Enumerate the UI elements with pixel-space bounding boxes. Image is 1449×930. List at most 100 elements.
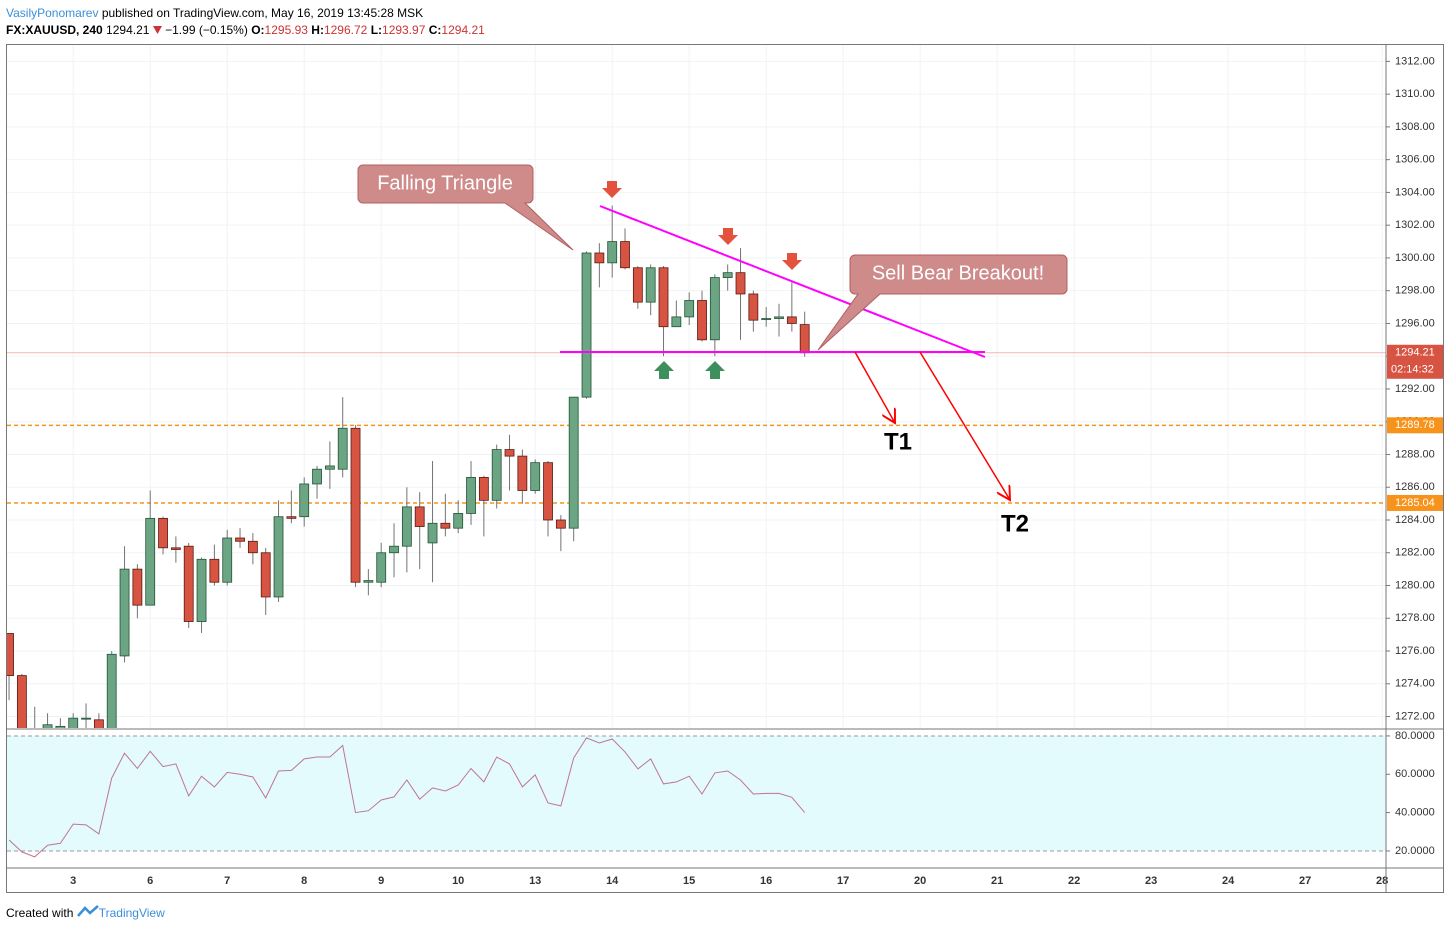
candle-body (440, 522, 451, 529)
footer-brand[interactable]: TradingView (98, 906, 165, 920)
published: published on TradingView.com, May 16, 20… (101, 6, 424, 20)
candle-body (93, 719, 104, 728)
down-icon (152, 26, 162, 34)
candle-body (260, 552, 271, 598)
candle-body (247, 540, 258, 554)
candle-body (530, 462, 541, 491)
h-label: H: (311, 23, 324, 37)
callout-text: Falling Triangle (377, 172, 513, 194)
y-tick-label: 1296.00 (1395, 317, 1435, 329)
x-tick-label: 28 (1376, 875, 1388, 887)
y-tick-label: 1280.00 (1395, 579, 1435, 591)
h-value: 1296.72 (323, 23, 368, 37)
countdown: 02:14:32 (1391, 364, 1434, 376)
candle-body (183, 545, 194, 622)
candle-body (453, 513, 464, 529)
top-markers (602, 181, 802, 270)
callout-text: Sell Bear Breakout! (872, 262, 1044, 284)
candle-body (145, 517, 156, 606)
y-tick-label: 60.0000 (1395, 768, 1435, 780)
o-value: 1295.93 (264, 23, 308, 37)
x-tick-label: 13 (529, 875, 541, 887)
l-value: 1293.97 (382, 23, 426, 37)
candle-body (170, 547, 181, 550)
target-label: T1 (884, 428, 912, 455)
y-tick-label: 80.0000 (1395, 730, 1435, 742)
candle-body (709, 277, 720, 341)
candle-body (658, 267, 669, 328)
candle-body (389, 545, 399, 554)
y-tick-label: 1298.00 (1395, 285, 1435, 297)
candle-body (273, 516, 284, 598)
y-tick-label: 20.0000 (1395, 845, 1435, 857)
header-line-1: VasilyPonomarev published on TradingView… (6, 5, 485, 22)
candle-body (722, 272, 733, 278)
candle-body (632, 267, 643, 303)
rsi-line (8, 737, 806, 858)
y-tick-label: 1286.00 (1395, 481, 1435, 493)
x-tick-label: 16 (760, 875, 772, 887)
bottom-markers (654, 361, 725, 379)
candle-body (350, 427, 361, 583)
candle-body (478, 477, 489, 501)
candle-body (697, 300, 707, 341)
candle-body (607, 241, 618, 264)
candle-body (786, 316, 797, 324)
l-label: L: (370, 23, 383, 37)
candle-body (376, 552, 387, 583)
callout-sell (817, 254, 1068, 351)
y-tick-label: 1302.00 (1395, 219, 1435, 231)
candle-body (209, 558, 220, 583)
c-label: C: (428, 23, 442, 37)
author[interactable]: VasilyPonomarev (6, 6, 99, 20)
symbol: FX:XAUUSD, 240 (6, 23, 103, 37)
candle-body (748, 293, 759, 321)
y-tick-label: 1292.00 (1395, 383, 1435, 395)
y-tick-label: 1278.00 (1395, 612, 1435, 624)
candle-body (594, 252, 605, 264)
y-tick-label: 1304.00 (1395, 186, 1435, 198)
candle-body (799, 324, 810, 354)
c-value: 1294.21 (441, 23, 485, 37)
y-tick-label: 1274.00 (1395, 678, 1435, 690)
candle-body (222, 537, 233, 583)
candle-body (68, 717, 79, 728)
last: 1294.21 (106, 23, 150, 37)
candle-body (735, 272, 746, 295)
x-tick-label: 15 (683, 875, 695, 887)
y-tick-label: 1284.00 (1395, 514, 1435, 526)
rsi-band (7, 735, 1386, 851)
candle-body (466, 477, 476, 514)
candle-body (299, 483, 310, 518)
candle-body (158, 517, 168, 549)
candle-body (16, 675, 27, 728)
tv-logo (76, 905, 99, 917)
candle-body (620, 241, 630, 269)
candle-body (132, 568, 143, 606)
arrow-t1 (854, 351, 895, 423)
x-tick-label: 24 (1222, 875, 1235, 887)
candle-body (7, 633, 14, 676)
footer-text: Created with (6, 906, 74, 920)
x-tick-label: 23 (1145, 875, 1157, 887)
y-tick-label: 1288.00 (1395, 448, 1435, 460)
x-tick-label: 27 (1299, 875, 1311, 887)
callout-falling (357, 164, 574, 251)
candle-body (324, 465, 335, 470)
candle-body (491, 449, 502, 501)
candle-body (517, 455, 528, 491)
arrow-t2 (919, 351, 1010, 500)
o-label: O: (251, 23, 265, 37)
y-tick-label: 1312.00 (1395, 55, 1435, 67)
x-tick-label: 3 (70, 875, 76, 887)
candle-body (645, 267, 656, 303)
candle-body (684, 300, 695, 318)
candle-body (568, 396, 579, 529)
header: VasilyPonomarev published on TradingView… (6, 5, 485, 39)
header-line-2: FX:XAUUSD, 240 1294.21 −1.99 (−0.15%) O:… (6, 22, 485, 39)
x-tick-label: 7 (224, 875, 230, 887)
x-tick-label: 9 (378, 875, 384, 887)
x-tick-label: 8 (301, 875, 307, 887)
x-tick-label: 22 (1068, 875, 1080, 887)
